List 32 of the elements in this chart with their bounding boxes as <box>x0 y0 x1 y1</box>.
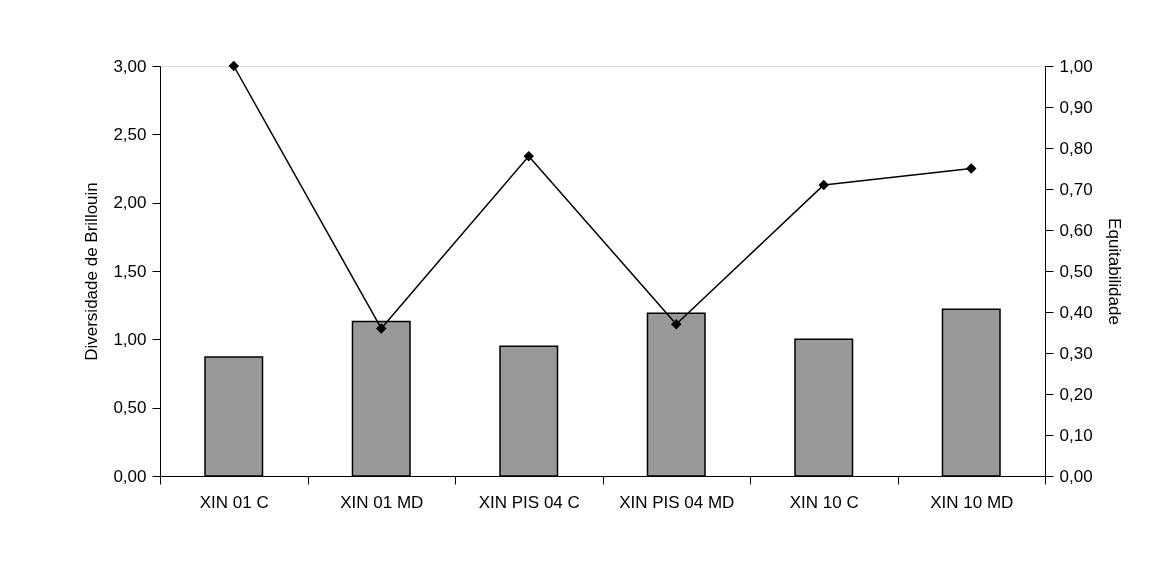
y2-tick-label: 0,40 <box>1059 302 1093 322</box>
y2-tick-label: 0,80 <box>1059 138 1093 158</box>
y-tick-label: 2,00 <box>113 193 147 213</box>
point <box>966 163 977 174</box>
y2-tick-label: 0,90 <box>1059 97 1093 117</box>
y-tick-label: 0,00 <box>113 466 147 486</box>
x-tick-label: XIN 10 MD <box>930 492 1014 512</box>
x-tick-label: XIN 01 MD <box>340 492 424 512</box>
y-tick-label: 2,50 <box>113 124 147 144</box>
point <box>523 150 534 162</box>
y-tick-label: 0,50 <box>113 398 147 418</box>
y2-tick-label: 0,50 <box>1059 261 1093 281</box>
point <box>228 60 239 72</box>
y2-tick-label: 0,70 <box>1059 179 1093 199</box>
y2-tick-label: 0,20 <box>1059 384 1093 404</box>
y2-tick-label: 1,00 <box>1059 56 1093 76</box>
x-tick-label: XIN PIS 04 MD <box>619 492 735 512</box>
point <box>376 323 387 334</box>
x-tick-label: XIN 10 C <box>789 492 859 512</box>
point <box>818 179 829 191</box>
y2-tick-label: 0,10 <box>1059 425 1093 445</box>
x-tick-label: XIN PIS 04 C <box>478 492 580 512</box>
y2-tick-label: 0,30 <box>1059 343 1093 363</box>
y2-axis-title: Equitabilidade <box>1104 218 1124 325</box>
y2-tick-label: 0,00 <box>1059 466 1093 486</box>
y-axis-title: Diversidade de Brillouin <box>82 182 102 361</box>
y-tick-label: 1,00 <box>113 329 147 349</box>
x-tick-label: XIN 01 C <box>199 492 269 512</box>
y-tick-label: 1,50 <box>113 261 147 281</box>
point <box>671 319 682 330</box>
y-tick-label: 3,00 <box>113 56 147 76</box>
y2-tick-label: 0,60 <box>1059 220 1093 240</box>
